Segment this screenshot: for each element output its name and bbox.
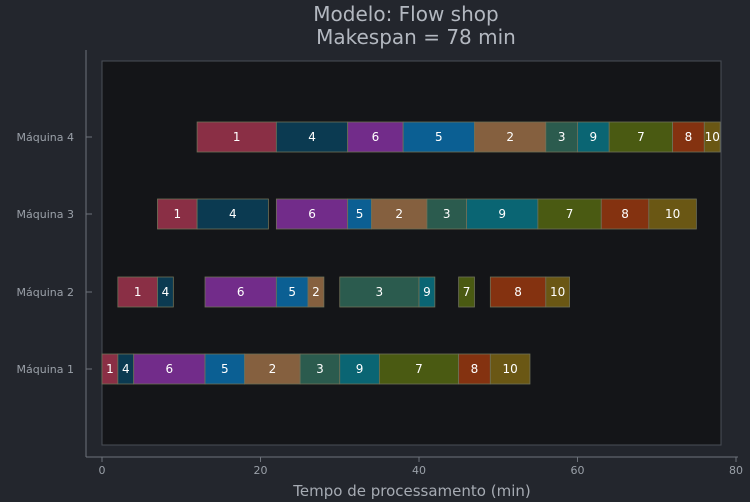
bar-job-8 [600,198,650,230]
bar-job-3 [545,121,578,153]
bar-label: 8 [621,207,629,221]
bar-label: 5 [356,207,364,221]
bar-label: 5 [435,130,443,144]
y-tick-label: Máquina 3 [17,208,74,221]
bar-label: 3 [443,207,451,221]
bar-label: 5 [288,285,296,299]
x-tick-label: 40 [412,464,426,477]
bar-job-9 [418,276,436,308]
bar-label: 10 [665,207,680,221]
x-tick-label: 0 [99,464,106,477]
bar-label: 8 [514,285,522,299]
bar-label: 4 [162,285,170,299]
bar-label: 10 [705,130,720,144]
bar-job-7 [458,276,475,308]
bar-label: 7 [415,362,423,376]
bar-label: 1 [233,130,241,144]
bar-job-1 [157,198,198,230]
y-tick-label: Máquina 1 [17,363,74,376]
bar-job-5 [275,276,309,308]
bar-job-5 [402,121,475,153]
bar-label: 3 [316,362,324,376]
bar-job-8 [458,353,491,385]
bar-job-7 [378,353,460,385]
bar-job-8 [672,121,705,153]
bar-label: 9 [356,362,364,376]
x-tick-label: 20 [254,464,268,477]
chart-title: Modelo: Flow shop [313,2,498,26]
bar-job-10 [703,121,721,153]
bar-job-10 [489,353,531,385]
bar-label: 2 [395,207,403,221]
bar-job-2 [371,198,428,230]
bar-label: 10 [502,362,517,376]
bar-label: 9 [590,130,598,144]
plot-area [101,60,722,446]
bar-job-2 [307,276,325,308]
bar-job-1 [117,276,158,308]
bar-label: 7 [463,285,471,299]
bar-job-6 [347,121,404,153]
bar-label: 2 [506,130,514,144]
axes: 0 20 40 60 80 Máquina 1 Máquina 2 Máquina 3 Máqu… [17,50,743,477]
bar-job-4 [157,276,174,308]
bar-label: 8 [471,362,479,376]
bar-label: 6 [237,285,245,299]
bar-job-5 [204,353,246,385]
bar-job-7 [608,121,674,153]
x-axis-label: Tempo de processamento (min) [292,482,530,500]
y-tick-label: Máquina 4 [17,131,74,144]
bar-label: 2 [312,285,320,299]
bar-job-3 [299,353,341,385]
bar-job-4 [196,198,269,230]
bar-label: 9 [498,207,506,221]
x-tick-label: 80 [729,464,743,477]
bar-job-3 [339,276,420,308]
bar-job-6 [204,276,277,308]
chart-subtitle: Makespan = 78 min [316,25,516,49]
bar-label: 3 [558,130,566,144]
bars: 1 4 6 5 2 3 9 7 8 101 4 6 5 2 3 9 7 8 101 4 6 5 2 3 9 7 8 101 4 6 5 2 3 9… [101,121,721,385]
bar-job-9 [466,198,539,230]
bar-label: 7 [637,130,645,144]
bar-job-7 [537,198,602,230]
bar-label: 7 [566,207,574,221]
bar-job-6 [275,198,349,230]
bar-label: 6 [372,130,380,144]
bar-label: 4 [308,130,316,144]
bar-label: 1 [173,207,181,221]
bar-label: 1 [134,285,142,299]
bar-label: 1 [106,362,114,376]
bar-label: 9 [423,285,431,299]
bar-job-2 [474,121,547,153]
bar-label: 8 [685,130,693,144]
bar-label: 10 [550,285,565,299]
bar-job-9 [577,121,610,153]
bar-job-3 [426,198,467,230]
bar-label: 6 [308,207,316,221]
bar-job-10 [545,276,570,308]
bar-label: 2 [269,362,277,376]
bar-job-10 [648,198,697,230]
bar-label: 4 [122,362,130,376]
bar-job-2 [244,353,301,385]
bar-label: 4 [229,207,237,221]
y-tick-label: Máquina 2 [17,286,74,299]
bar-label: 6 [166,362,174,376]
bar-job-9 [339,353,380,385]
bar-label: 5 [221,362,229,376]
x-tick-label: 60 [571,464,585,477]
bar-label: 3 [376,285,384,299]
